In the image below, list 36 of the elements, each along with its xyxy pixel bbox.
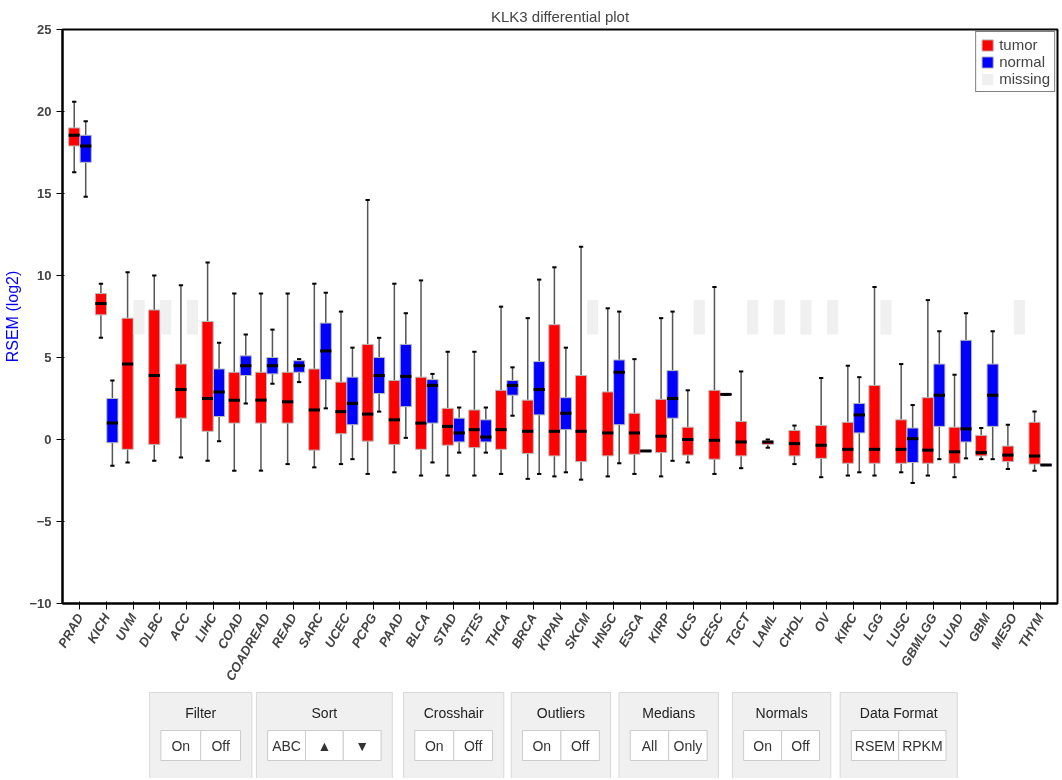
text: Off [791,737,810,754]
text: ▲ [317,737,332,754]
x-tick-label: OV [810,609,834,635]
text: ▼ [355,737,370,754]
y-axis-title: RSEM (log2) [4,270,22,363]
legend-label: tumor [999,36,1038,53]
text: Only [673,737,703,754]
text: On [753,737,772,754]
y-tick-label: 20 [37,104,52,119]
text: RSEM [854,737,896,754]
text: On [171,737,191,754]
legend-label: normal [999,53,1045,70]
y-tick-label: 0 [44,432,52,447]
legend-label: missing [999,70,1050,87]
text: Medians [642,704,696,721]
text: Sort [311,704,338,721]
text: Off [463,737,483,754]
text: On [532,737,552,754]
text: On [424,737,444,754]
y-tick-label: 5 [44,350,52,365]
text: Crosshair [423,704,484,721]
chart-title: KLK3 differential plot [490,7,630,25]
text: Off [570,737,590,754]
text: Data Format [859,704,938,721]
text: All [641,737,658,754]
text: Outliers [536,704,586,721]
y-tick-label: −10 [29,596,52,611]
text: Normals [755,704,808,721]
text: ABC [272,737,301,754]
text: Filter [185,704,217,721]
text: Off [211,737,230,754]
y-tick-label: 10 [37,268,52,283]
y-tick-label: 25 [37,22,52,37]
y-tick-label: 15 [37,186,52,201]
y-tick-label: −5 [36,514,52,529]
text: RPKM [902,737,943,754]
